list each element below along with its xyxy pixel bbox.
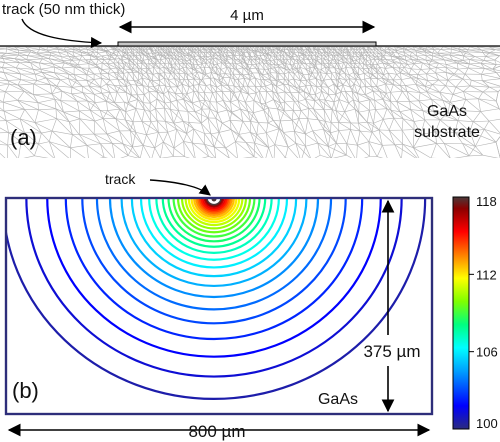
isotherm-contour (139, 198, 289, 269)
isotherm-contour (155, 198, 273, 254)
isotherm-contour (95, 198, 333, 311)
simulation-domain-frame (4, 196, 434, 416)
colorbar: 118 112 106 100 (452, 194, 498, 431)
material-label-b: GaAs (318, 391, 358, 408)
width-label-b: 800 µm (188, 422, 245, 441)
panel-b: track 375 µm GaAs (b) 800 µm (4, 171, 434, 441)
track-thickness-label: track (50 nm thick) (2, 1, 125, 18)
isotherm-contour (46, 198, 382, 358)
depth-label: 375 µm (363, 342, 420, 361)
panel-b-label: (b) (12, 378, 39, 403)
substrate-label-line1: GaAs (427, 103, 467, 120)
colorbar-tick-label: 100 (476, 416, 498, 431)
isotherm-contour (204, 198, 224, 207)
isotherm-contour (180, 198, 248, 230)
isotherm-contour (205, 198, 223, 207)
panel-a-label: (a) (10, 125, 37, 150)
colorbar-tick-label: 112 (476, 267, 497, 282)
isotherm-contour (81, 198, 347, 325)
panel-a: 4 µm track (50 nm thick) GaAs substrate … (0, 1, 500, 158)
isotherm-contour (6, 198, 427, 400)
mesh-grid (0, 46, 500, 158)
isotherm-contour (148, 198, 280, 261)
temperature-contours (6, 198, 427, 400)
track-pointer-arrow-b (149, 179, 211, 196)
substrate-label-line2: substrate (414, 124, 480, 141)
isotherm-contour (25, 198, 403, 378)
width-label-a: 4 µm (230, 7, 264, 24)
colorbar-tick-label: 106 (476, 345, 498, 360)
isotherm-contour (64, 198, 364, 341)
track-pointer-arrow (21, 18, 103, 49)
isotherm-contour (198, 198, 230, 213)
isotherm-contour (192, 198, 236, 219)
isotherm-contour (130, 198, 298, 278)
colorbar-gradient (452, 196, 470, 430)
colorbar-ticks: 118 112 106 100 (469, 194, 498, 431)
track-label-b: track (105, 171, 136, 187)
isotherm-contour (203, 198, 225, 208)
isotherm-contour (120, 198, 308, 288)
colorbar-tick-label: 118 (476, 194, 497, 209)
simulation-domain-border (4, 196, 434, 416)
track-strip (117, 41, 377, 47)
isotherm-contour (108, 198, 320, 299)
isotherm-contour (167, 198, 261, 243)
